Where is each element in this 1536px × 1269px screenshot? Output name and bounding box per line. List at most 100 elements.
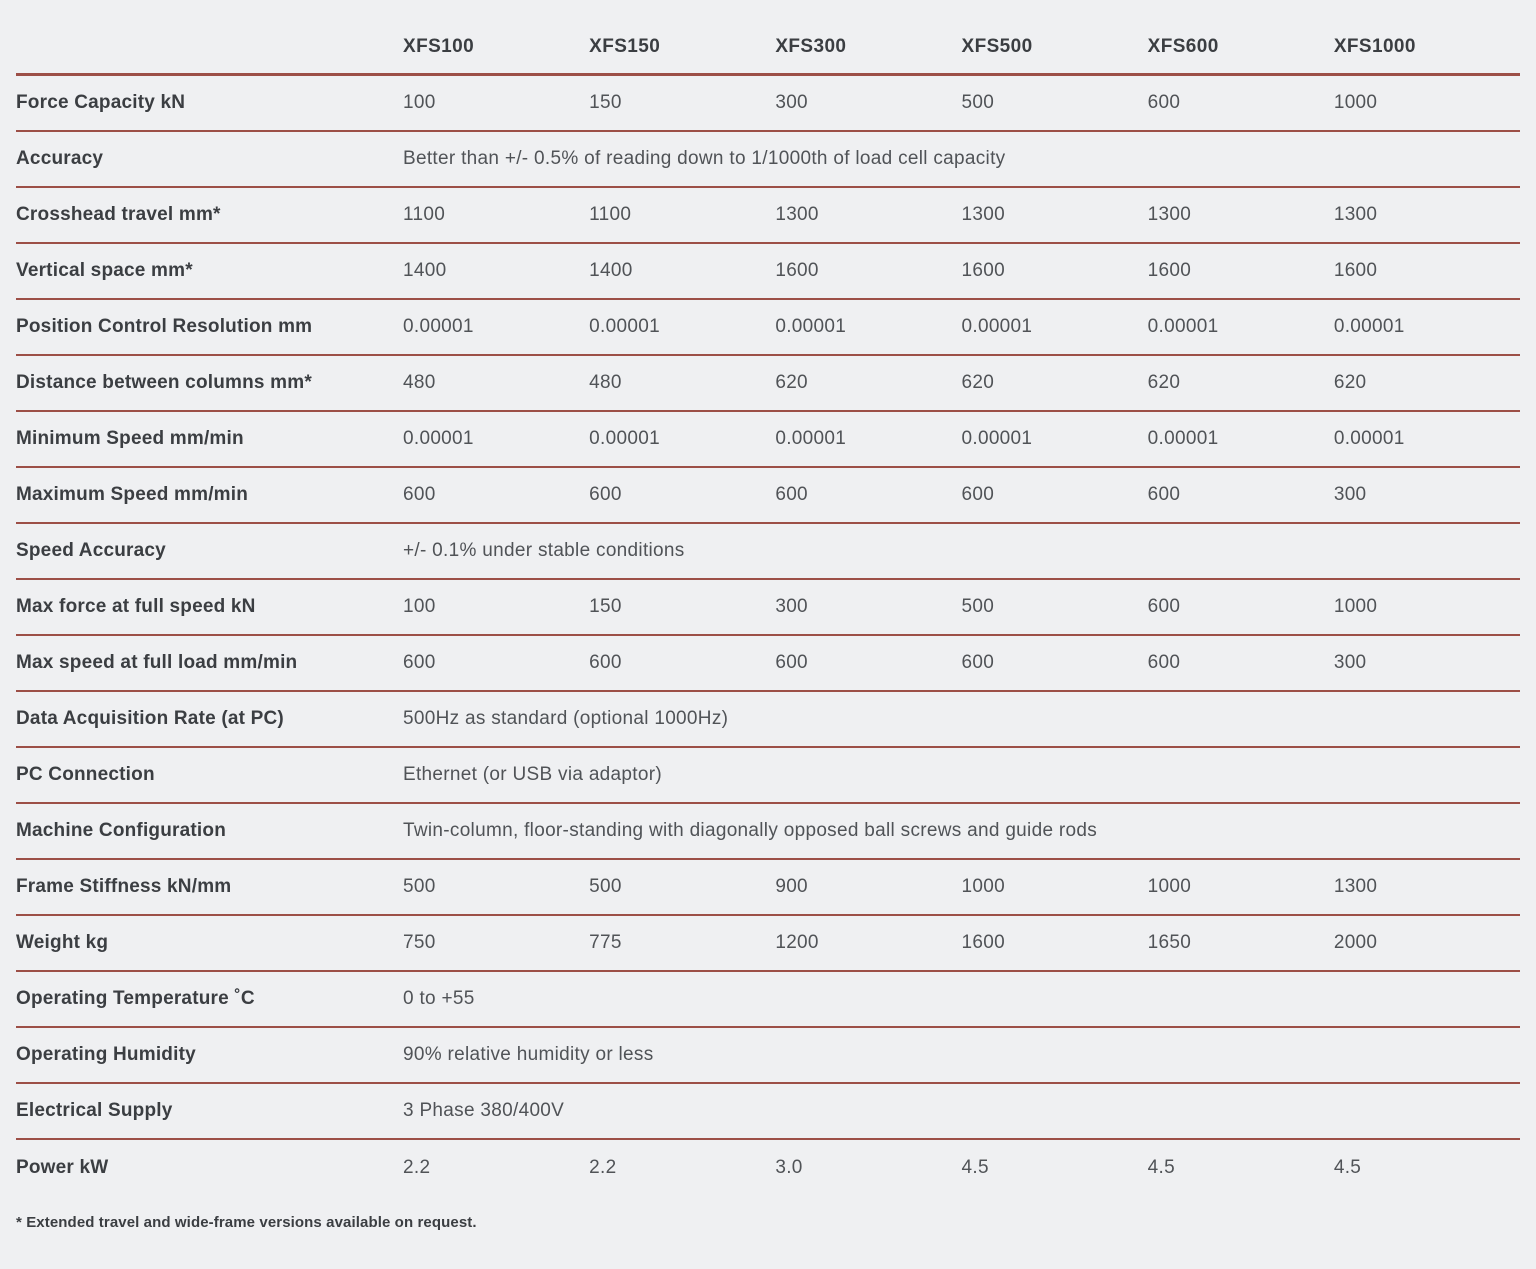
table-row: Machine Configuration Twin-column, floor-… (16, 804, 1520, 860)
spec-value: 1300 (1333, 204, 1378, 225)
spec-value: 1300 (1147, 204, 1192, 225)
spec-value: 0.00001 (1333, 428, 1405, 449)
spec-value: 0.00001 (589, 428, 660, 449)
row-label: Frame Stiffness kN/mm (16, 876, 232, 897)
table-row: Minimum Speed mm/min 0.00001 0.00001 0.0000… (16, 412, 1520, 468)
spec-value: 0.00001 (775, 316, 847, 337)
spec-value: 300 (1333, 484, 1367, 505)
spec-value: 620 (1147, 372, 1181, 393)
spec-value: 1000 (1147, 876, 1192, 897)
table-row: Electrical Supply 3 Phase 380/400V (16, 1084, 1520, 1140)
spec-value: 0.00001 (961, 428, 1033, 449)
spec-value: 0.00001 (403, 428, 474, 449)
table-row: Distance between columns mm* 480 480 620 620… (16, 356, 1520, 412)
table-row: Max speed at full load mm/min 600 600 600 60… (16, 636, 1520, 692)
row-label: Position Control Resolution mm (16, 316, 313, 337)
spec-value: 4.5 (1147, 1157, 1175, 1178)
spec-span-value: Twin-column, floor-standing with diagona… (403, 820, 1098, 841)
table-row: Operating Humidity 90% relative humidity … (16, 1028, 1520, 1084)
spec-value: 500 (589, 876, 622, 897)
row-label: Data Acquisition Rate (at PC) (16, 708, 284, 729)
row-label: Weight kg (16, 932, 109, 953)
spec-value: 900 (775, 876, 808, 897)
spec-value: 1650 (1147, 932, 1192, 953)
spec-value: 620 (961, 372, 995, 393)
spec-value: 1000 (1333, 92, 1378, 113)
spec-value: 2000 (1333, 932, 1378, 953)
row-label: Max speed at full load mm/min (16, 652, 298, 673)
spec-value: 500 (403, 876, 436, 897)
table-body: Force Capacity kN 100 150 300 500 600 1000 Accu… (16, 76, 1520, 1196)
spec-value: 1200 (775, 932, 819, 953)
spec-value: 600 (589, 484, 622, 505)
spec-value: 620 (1333, 372, 1367, 393)
footnote: * Extended travel and wide-frame version… (16, 1214, 477, 1231)
spec-value: 480 (403, 372, 436, 393)
spec-value: 100 (403, 92, 436, 113)
spec-value: 4.5 (961, 1157, 989, 1178)
row-label: Vertical space mm* (16, 260, 193, 281)
table-row: Frame Stiffness kN/mm 500 500 900 1000 1000 13… (16, 860, 1520, 916)
spec-span-value: 500Hz as standard (optional 1000Hz) (403, 708, 729, 729)
table-row: Max force at full speed kN 100 150 300 500 60… (16, 580, 1520, 636)
spec-value: 1100 (403, 204, 446, 225)
spec-value: 750 (403, 932, 436, 953)
table-row: Force Capacity kN 100 150 300 500 600 1000 (16, 76, 1520, 132)
table-row: Operating Temperature ˚C 0 to +55 (16, 972, 1520, 1028)
row-label: Power kW (16, 1157, 109, 1178)
spec-value: 1300 (961, 204, 1005, 225)
row-label: Machine Configuration (16, 820, 227, 841)
row-label: Minimum Speed mm/min (16, 428, 244, 449)
spec-value: 1300 (1333, 876, 1378, 897)
spec-value: 600 (961, 652, 995, 673)
spec-value: 480 (589, 372, 622, 393)
spec-value: 2.2 (403, 1157, 431, 1178)
row-label: Electrical Supply (16, 1100, 173, 1121)
spec-span-value: Ethernet (or USB via adaptor) (403, 764, 662, 785)
row-label: Force Capacity kN (16, 92, 186, 113)
row-label: Accuracy (16, 148, 104, 169)
spec-value: 1600 (961, 932, 1005, 953)
spec-value: 2.2 (589, 1157, 617, 1178)
column-header: XFS300 (775, 35, 847, 57)
spec-value: 600 (403, 652, 436, 673)
header-row: XFS100 XFS150 XFS300 XFS500 XFS600 XFS1000 (16, 20, 1520, 76)
spec-value: 775 (589, 932, 622, 953)
spec-value: 1400 (403, 260, 447, 281)
column-header: XFS500 (961, 35, 1033, 57)
spec-value: 600 (589, 652, 622, 673)
spec-value: 0.00001 (403, 316, 474, 337)
spec-value: 1100 (589, 204, 632, 225)
row-label: Crosshead travel mm* (16, 204, 221, 225)
spec-value: 1300 (775, 204, 819, 225)
spec-value: 4.5 (1333, 1157, 1362, 1178)
spec-span-value: 90% relative humidity or less (403, 1044, 654, 1065)
spec-value: 600 (1147, 484, 1181, 505)
table-row: Data Acquisition Rate (at PC) 500Hz as st… (16, 692, 1520, 748)
table-row: Position Control Resolution mm 0.00001 0.0… (16, 300, 1520, 356)
table-row: Maximum Speed mm/min 600 600 600 600 600 300 (16, 468, 1520, 524)
table-row: Weight kg 750 775 1200 1600 1650 2000 (16, 916, 1520, 972)
spec-value: 100 (403, 596, 436, 617)
spec-value: 500 (961, 92, 995, 113)
spec-value: 1600 (775, 260, 819, 281)
spec-sheet-page: XFS100 XFS150 XFS300 XFS500 XFS600 XFS1000 Fo… (16, 20, 1520, 1231)
spec-value: 300 (775, 92, 808, 113)
spec-value: 1000 (961, 876, 1005, 897)
spec-value: 0.00001 (1147, 316, 1219, 337)
spec-value: 600 (1147, 652, 1181, 673)
spec-value: 0.00001 (775, 428, 847, 449)
spec-value: 0.00001 (1333, 316, 1405, 337)
spec-value: 0.00001 (961, 316, 1033, 337)
spec-span-value: +/- 0.1% under stable conditions (403, 540, 685, 561)
spec-value: 600 (1147, 92, 1181, 113)
row-label: Speed Accuracy (16, 540, 166, 561)
spec-value: 500 (961, 596, 995, 617)
column-header: XFS150 (589, 35, 661, 57)
spec-value: 600 (775, 484, 808, 505)
spec-value: 0.00001 (589, 316, 660, 337)
spec-value: 1400 (589, 260, 633, 281)
spec-value: 150 (589, 596, 622, 617)
spec-span-value: 3 Phase 380/400V (403, 1100, 565, 1121)
spec-span-value: 0 to +55 (403, 988, 475, 1009)
